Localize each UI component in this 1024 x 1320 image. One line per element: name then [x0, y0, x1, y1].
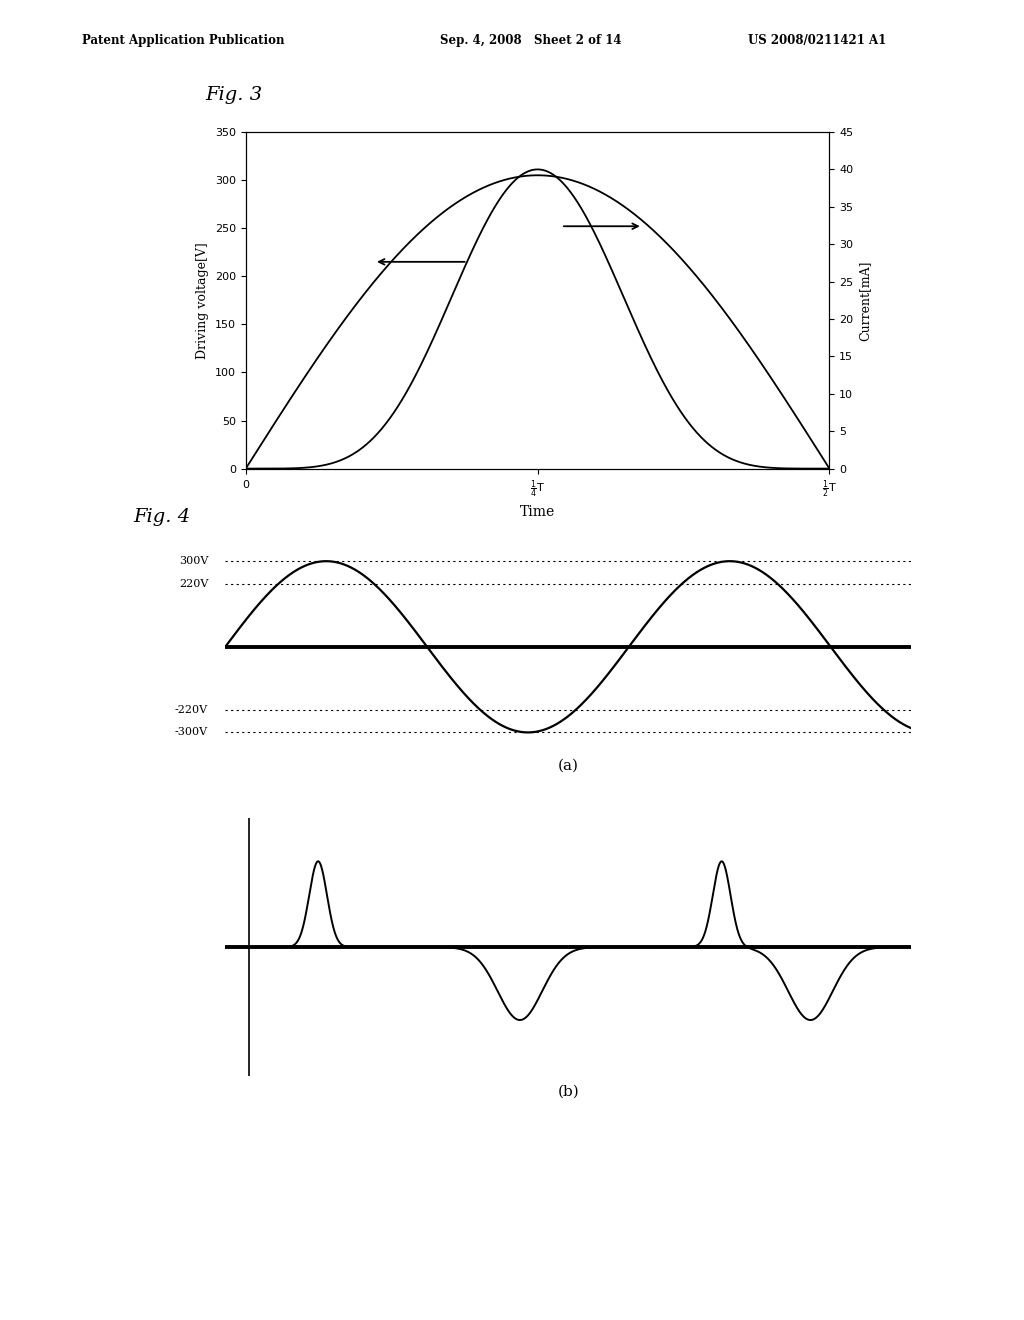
- Text: Fig. 3: Fig. 3: [205, 86, 262, 104]
- Y-axis label: Current[mA]: Current[mA]: [859, 260, 871, 341]
- Text: -220V: -220V: [175, 705, 208, 714]
- Text: 220V: 220V: [179, 579, 208, 589]
- Text: Sep. 4, 2008   Sheet 2 of 14: Sep. 4, 2008 Sheet 2 of 14: [440, 34, 622, 48]
- Text: (b): (b): [557, 1085, 580, 1100]
- Y-axis label: Driving voltage[V]: Driving voltage[V]: [197, 242, 209, 359]
- Text: Patent Application Publication: Patent Application Publication: [82, 34, 285, 48]
- Text: -300V: -300V: [175, 727, 208, 738]
- Text: 300V: 300V: [179, 556, 208, 566]
- Text: (a): (a): [558, 759, 579, 774]
- Text: Fig. 4: Fig. 4: [133, 508, 190, 527]
- X-axis label: Time: Time: [520, 506, 555, 519]
- Text: US 2008/0211421 A1: US 2008/0211421 A1: [748, 34, 886, 48]
